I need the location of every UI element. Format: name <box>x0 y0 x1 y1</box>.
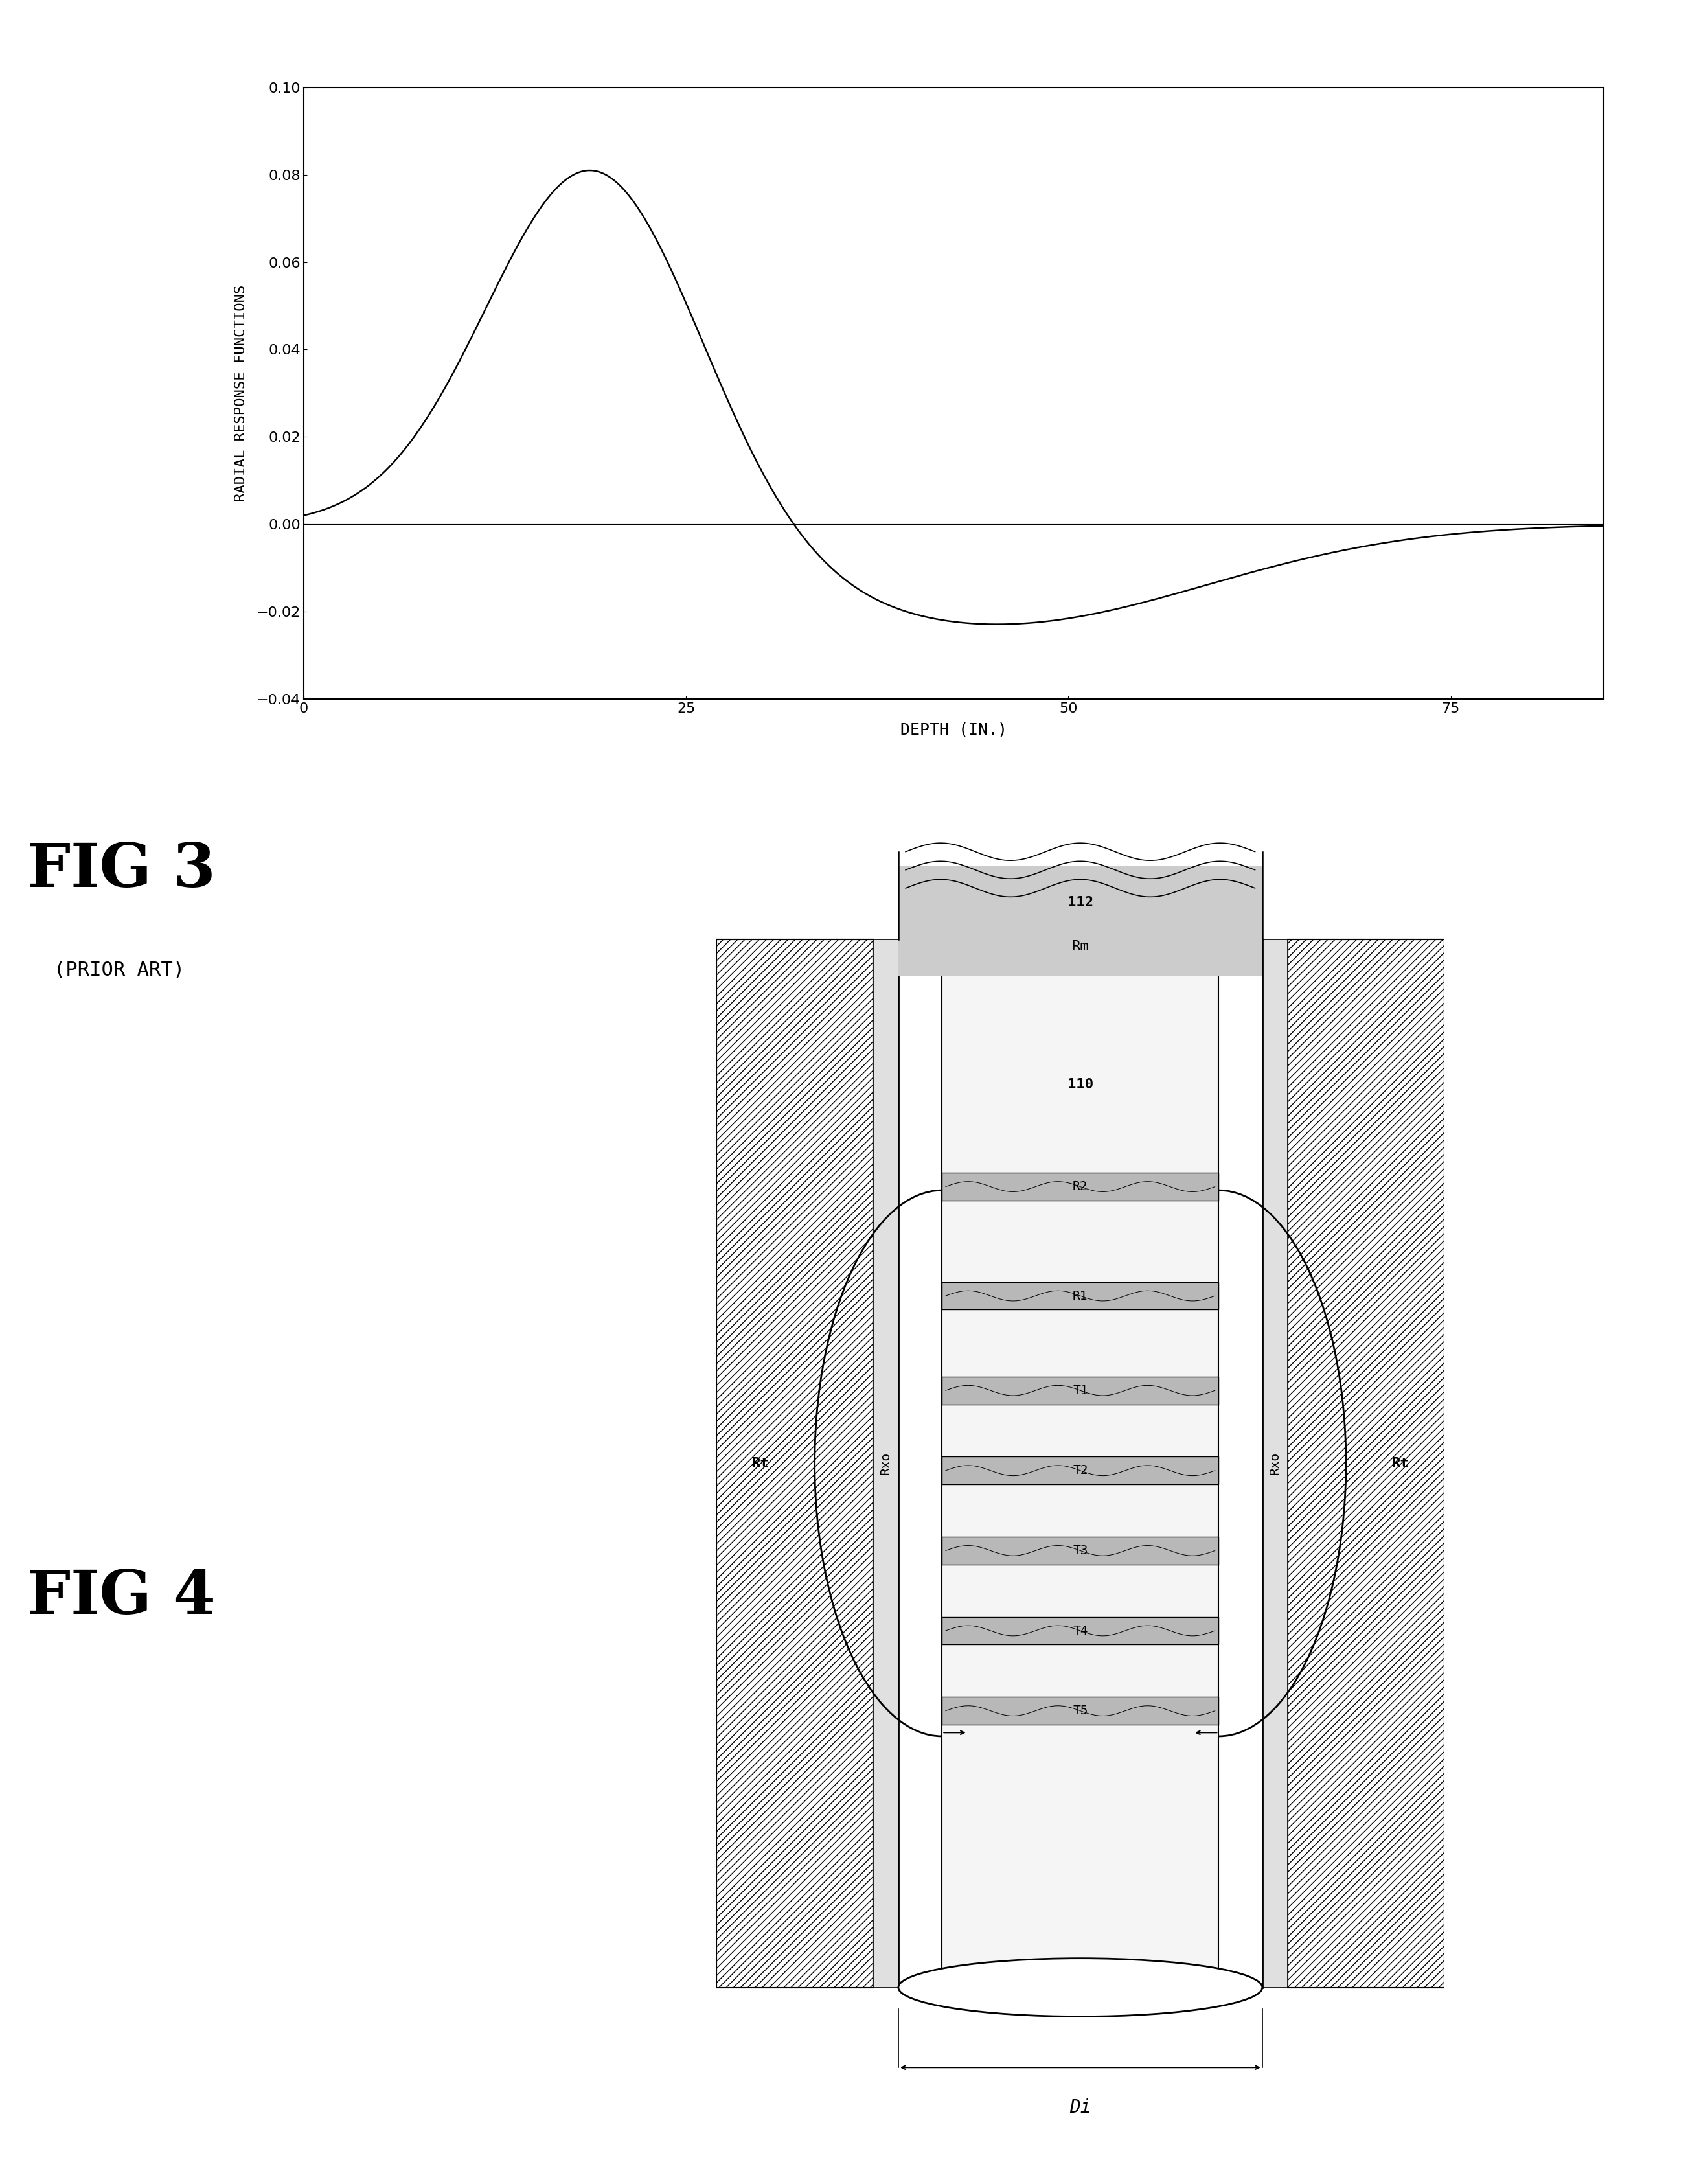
Bar <box>898 939 1263 1987</box>
Bar <box>942 1282 1219 1310</box>
Text: 112: 112 <box>1067 895 1094 909</box>
Bar <box>942 1697 1219 1725</box>
Text: Rt: Rt <box>1393 1457 1409 1470</box>
Text: Di: Di <box>1070 2099 1090 2116</box>
Bar <box>1263 939 1288 1987</box>
X-axis label: DEPTH (IN.): DEPTH (IN.) <box>900 723 1008 738</box>
Bar <box>716 939 873 1987</box>
Text: R2: R2 <box>1072 1182 1089 1192</box>
Bar <box>873 939 898 1987</box>
Bar <box>716 939 873 1987</box>
Y-axis label: RADIAL RESPONSE FUNCTIONS: RADIAL RESPONSE FUNCTIONS <box>235 284 248 502</box>
Text: T3: T3 <box>1072 1544 1089 1557</box>
Text: 110: 110 <box>1067 1079 1094 1092</box>
Bar <box>942 939 1219 1981</box>
Text: T4: T4 <box>1072 1625 1089 1636</box>
Ellipse shape <box>898 1959 1263 2016</box>
Bar <box>1288 939 1445 1987</box>
Bar <box>942 1376 1219 1404</box>
Bar <box>942 1538 1219 1564</box>
Text: Rxo: Rxo <box>1269 1452 1281 1474</box>
Text: T1: T1 <box>1072 1385 1089 1396</box>
Bar <box>942 1173 1219 1201</box>
Bar <box>1288 939 1445 1987</box>
Text: Rm: Rm <box>1072 939 1089 952</box>
Text: FIG 4: FIG 4 <box>27 1568 216 1627</box>
Text: T2: T2 <box>1072 1465 1089 1476</box>
Bar <box>898 867 1263 976</box>
Bar <box>942 1457 1219 1485</box>
Text: FIG 3: FIG 3 <box>27 841 216 900</box>
Text: R1: R1 <box>1072 1291 1089 1302</box>
Text: (PRIOR ART): (PRIOR ART) <box>54 961 186 981</box>
Text: Rt: Rt <box>751 1457 768 1470</box>
Text: Rxo: Rxo <box>879 1452 891 1474</box>
Text: T5: T5 <box>1072 1706 1089 1717</box>
Bar <box>942 1616 1219 1645</box>
